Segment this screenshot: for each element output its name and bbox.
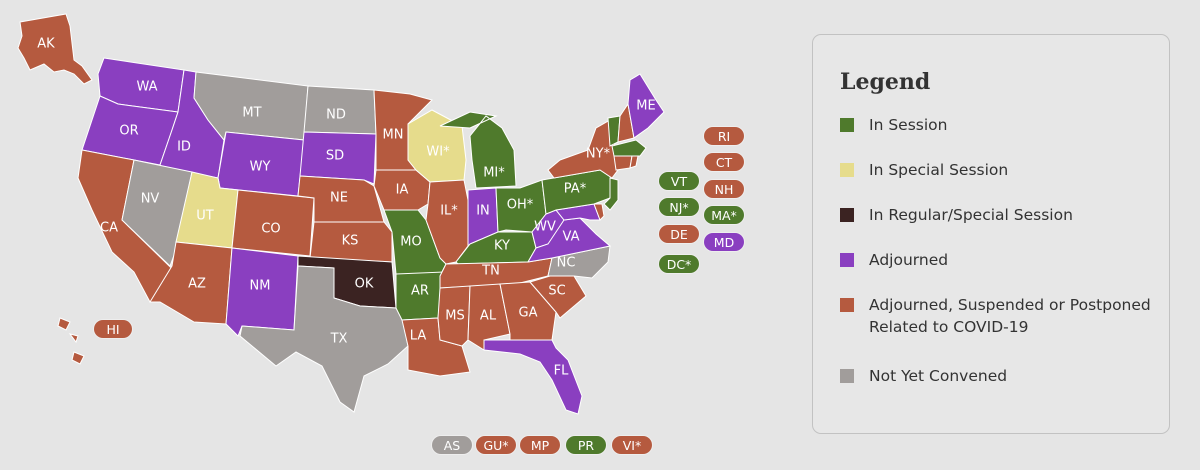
state-label-nc: NC	[557, 256, 576, 271]
state-pill-de[interactable]: DE	[659, 225, 699, 243]
legend-label: In Regular/Special Session	[869, 206, 1073, 224]
state-label-ca: CA	[100, 221, 118, 236]
state-label-oh: OH*	[507, 198, 534, 213]
state-label-me: ME	[636, 99, 655, 114]
state-label-tn: TN	[481, 264, 500, 279]
state-label-al: AL	[480, 309, 497, 324]
state-pill-md[interactable]: MD	[704, 233, 744, 251]
state-label-fl: FL	[554, 364, 569, 379]
legend-label: Not Yet Convened	[869, 367, 1008, 385]
territory-pill-as[interactable]: AS	[432, 436, 472, 454]
state-label-wy: WY	[250, 160, 271, 175]
state-label-id: ID	[177, 140, 191, 155]
legend-panel: Legend In Session In Special Session In Re…	[812, 34, 1170, 434]
state-label-wi: WI*	[426, 145, 450, 160]
state-label-la: LA	[410, 329, 427, 344]
state-label-pa: PA*	[564, 182, 587, 197]
legend-swatch	[840, 118, 854, 132]
state-label-ks: KS	[342, 234, 359, 249]
state-il[interactable]	[425, 179, 469, 265]
state-ks[interactable]	[309, 221, 393, 263]
state-label-ar: AR	[411, 284, 429, 299]
state-fl[interactable]	[483, 339, 583, 415]
legend-item-covid: Adjourned, Suspended or Postponed Relate…	[840, 294, 1160, 338]
territory-pill-mp[interactable]: MP	[520, 436, 560, 454]
state-ak[interactable]	[17, 13, 93, 85]
state-pill-nh[interactable]: NH	[704, 180, 744, 198]
state-label-az: AZ	[188, 277, 206, 292]
state-label-va: VA	[563, 230, 580, 245]
state-label-ia: IA	[396, 183, 409, 198]
state-nj[interactable]	[603, 177, 619, 211]
legend-item-adjourned: Adjourned	[840, 249, 1160, 271]
legend-item-session: In Session	[840, 114, 1160, 136]
state-label-in: IN	[476, 204, 490, 219]
state-label-mo: MO	[400, 235, 421, 250]
state-label-ne: NE	[330, 191, 348, 206]
legend-item-special: In Special Session	[840, 159, 1160, 181]
legend-label: Adjourned, Suspended or Postponed Relate…	[869, 296, 1151, 336]
state-ma[interactable]	[611, 139, 647, 157]
state-label-tx: TX	[330, 332, 348, 347]
state-label-co: CO	[261, 222, 280, 237]
state-va[interactable]	[527, 217, 612, 263]
legend-item-regular-special: In Regular/Special Session	[840, 204, 1160, 226]
legend-title: Legend	[840, 69, 931, 95]
legend-label: In Special Session	[869, 161, 1009, 179]
legend-swatch	[840, 163, 854, 177]
state-label-ky: KY	[494, 239, 510, 254]
state-pill-nj[interactable]: NJ*	[659, 198, 699, 216]
state-pill-ct[interactable]: CT	[704, 153, 744, 171]
state-label-sd: SD	[326, 149, 344, 164]
state-label-ak: AK	[37, 37, 55, 52]
state-mi[interactable]	[439, 111, 517, 189]
legend-label: Adjourned	[869, 251, 949, 269]
state-label-ny: NY*	[586, 147, 611, 162]
legend-swatch	[840, 369, 854, 383]
state-pill-vt[interactable]: VT	[659, 172, 699, 190]
legend-item-not-convened: Not Yet Convened	[840, 365, 1160, 387]
state-label-ms: MS	[445, 309, 464, 324]
state-label-ut: UT	[196, 209, 214, 224]
state-pill-ma[interactable]: MA*	[704, 206, 744, 224]
us-state-map: AK WA OR CA ID NV MT WY UT AZ CO NM ND S…	[17, 13, 665, 415]
state-label-nm: NM	[250, 279, 271, 294]
state-me[interactable]	[627, 73, 665, 139]
state-pill-dc[interactable]: DC*	[659, 255, 699, 273]
state-label-il: IL*	[440, 204, 458, 219]
state-pill-ri[interactable]: RI	[704, 127, 744, 145]
state-sd[interactable]	[299, 131, 377, 185]
legend-swatch	[840, 208, 854, 222]
state-ct[interactable]	[613, 155, 633, 171]
territory-pill-gu[interactable]: GU*	[476, 436, 516, 454]
state-label-or: OR	[119, 124, 138, 139]
state-label-wv: WV	[534, 220, 556, 235]
state-ri[interactable]	[629, 155, 639, 169]
state-hi-islands[interactable]	[57, 317, 85, 365]
state-tx[interactable]	[239, 265, 409, 413]
state-de[interactable]	[593, 203, 605, 221]
legend-swatch	[840, 298, 854, 312]
legend-label: In Session	[869, 116, 948, 134]
state-label-wa: WA	[136, 80, 157, 95]
legend-swatch	[840, 253, 854, 267]
territory-pill-pr[interactable]: PR	[566, 436, 606, 454]
state-label-ga: GA	[519, 306, 538, 321]
state-label-ok: OK	[355, 277, 374, 292]
state-label-nd: ND	[326, 108, 346, 123]
state-label-mi: MI*	[483, 166, 505, 181]
territory-pill-vi[interactable]: VI*	[612, 436, 652, 454]
state-label-mt: MT	[242, 106, 261, 121]
state-label-nv: NV	[141, 192, 160, 207]
state-label-mn: MN	[383, 128, 404, 143]
state-pill-hi[interactable]: HI	[94, 320, 132, 338]
state-label-sc: SC	[548, 284, 565, 299]
